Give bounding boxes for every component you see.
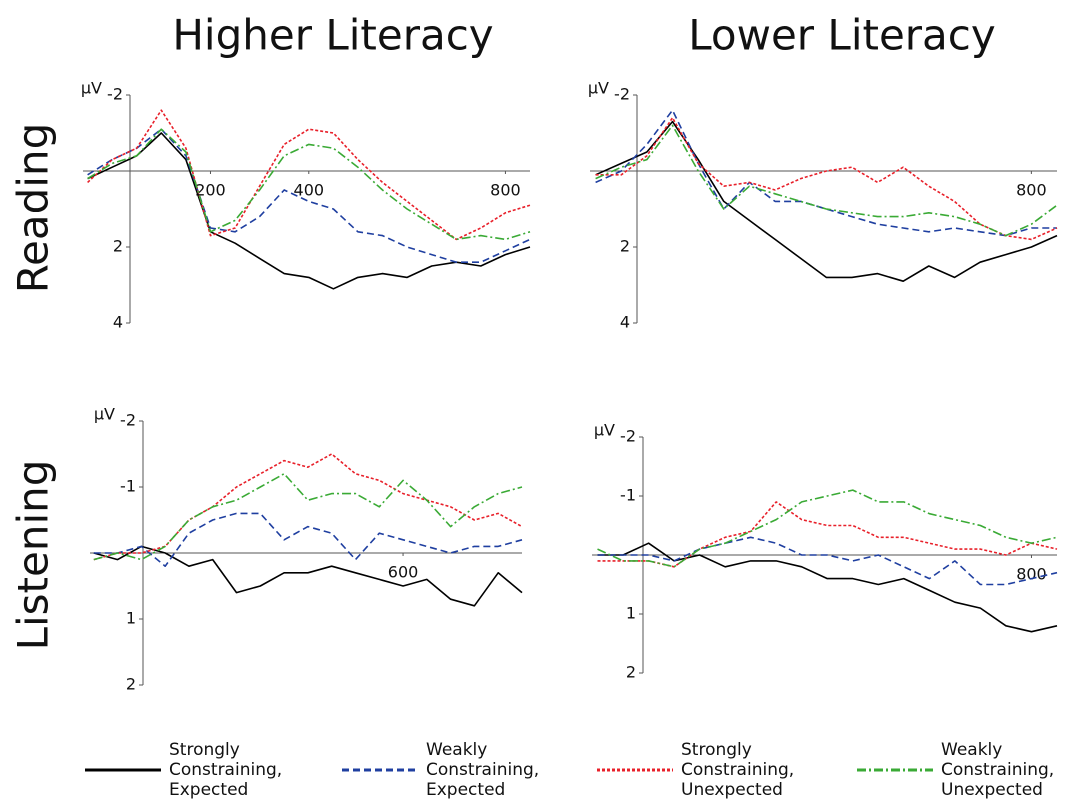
erp-line — [87, 109, 531, 241]
legend-item: Strongly Constraining, Unexpected — [595, 740, 809, 800]
y-unit: µV — [81, 79, 102, 98]
y-tick-label: 2 — [126, 675, 136, 694]
erp-line — [595, 117, 1058, 241]
row-label: Listening — [9, 460, 58, 651]
legend-label: Weakly Constraining, Unexpected — [941, 740, 1055, 800]
erp-line — [595, 124, 1058, 237]
y-tick-label: 4 — [620, 313, 630, 332]
y-tick-label: -1 — [120, 477, 136, 496]
figure: Higher Literacy Lower Literacy Reading L… — [9, 11, 1058, 694]
erp-line — [87, 128, 531, 241]
y-tick-label: -2 — [107, 85, 123, 104]
y-tick-label: -2 — [614, 85, 630, 104]
erp-line — [93, 473, 523, 561]
y-tick-label: 1 — [126, 609, 136, 628]
y-unit: µV — [594, 421, 615, 440]
y-tick-label: 2 — [113, 237, 123, 256]
erp-line — [597, 489, 1058, 568]
legend-label: Strongly Constraining, Unexpected — [681, 740, 795, 800]
column-title: Lower Literacy — [688, 11, 996, 60]
column-title: Higher Literacy — [172, 11, 493, 60]
y-unit: µV — [588, 79, 609, 98]
x-tick-label: 200 — [195, 181, 226, 200]
y-tick-label: 1 — [626, 604, 636, 623]
x-tick-label: 400 — [294, 181, 325, 200]
legend-swatch — [342, 768, 418, 772]
erp-line — [93, 453, 523, 561]
y-tick-label: 4 — [113, 313, 123, 332]
legend-item: Strongly Constraining, Expected — [83, 740, 297, 800]
row-label: Reading — [9, 123, 58, 293]
erp-line — [93, 545, 523, 607]
legend-swatch — [85, 768, 161, 772]
erp-line — [595, 109, 1057, 237]
erp-line — [597, 542, 1058, 633]
x-tick-label: 800 — [490, 181, 521, 200]
erp-line — [595, 120, 1058, 282]
legend-label: Strongly Constraining, Expected — [169, 740, 283, 800]
erp-line — [87, 128, 531, 263]
y-tick-label: -1 — [620, 486, 636, 505]
y-unit: µV — [94, 405, 115, 424]
x-tick-label: 800 — [1016, 565, 1047, 584]
y-tick-label: 2 — [620, 237, 630, 256]
legend-swatch — [597, 768, 673, 772]
legend-label: Weakly Constraining, Expected — [426, 740, 540, 800]
erp-line — [87, 132, 531, 290]
erp-line — [597, 536, 1058, 586]
y-tick-label: -2 — [620, 427, 636, 446]
legend-item: Weakly Constraining, Unexpected — [855, 740, 1069, 800]
x-tick-label: 600 — [388, 563, 419, 582]
legend-item: Weakly Constraining, Expected — [340, 740, 554, 800]
x-tick-label: 800 — [1016, 181, 1047, 200]
y-tick-label: -2 — [120, 411, 136, 430]
erp-line — [93, 512, 523, 567]
legend-swatch — [857, 768, 933, 772]
y-tick-label: 2 — [626, 663, 636, 682]
erp-line — [597, 501, 1058, 568]
